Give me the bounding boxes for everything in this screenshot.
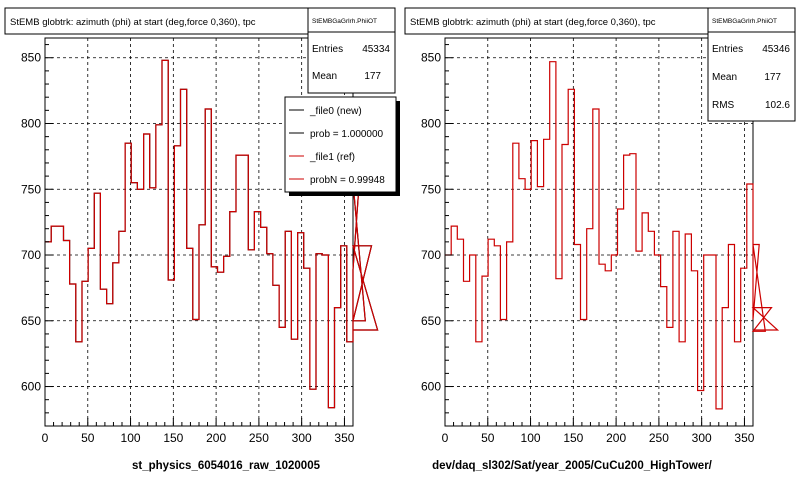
- left-stats-box: [307, 7, 396, 94]
- right-xtick-label-50: 50: [481, 431, 495, 445]
- right-title-box: [404, 7, 709, 35]
- left-stat-mean-value: 177: [364, 71, 381, 82]
- right-xtick-label-200: 200: [606, 431, 626, 445]
- legend-label-file1: _file1 (ref): [309, 152, 355, 163]
- legend-frame: [284, 96, 397, 193]
- left-ytick-label-600: 600: [21, 380, 41, 394]
- left-ytick-label-700: 700: [21, 248, 41, 262]
- right-xtick-label-100: 100: [521, 431, 541, 445]
- right-stat-entries-value: 45346: [762, 44, 790, 55]
- left-series-1-step-line: [45, 59, 379, 409]
- left-ytick-label-850: 850: [21, 51, 41, 65]
- left-xtick-label-300: 300: [292, 431, 312, 445]
- right-gridlines: [444, 38, 753, 426]
- legend-label-probn: probN = 0.99948: [310, 175, 385, 186]
- left-series-group: [45, 59, 379, 409]
- left-xtick-label-150: 150: [163, 431, 183, 445]
- left-ytick-label-650: 650: [21, 314, 41, 328]
- legend-label-prob: prob = 1.000000: [310, 129, 384, 140]
- left-xtick-label-250: 250: [249, 431, 269, 445]
- left-xtick-label-200: 200: [206, 431, 226, 445]
- left-panel: 0 50 100 150 200 250 300 350600650700750800850 …: [4, 7, 400, 472]
- right-x-axis-label: dev/daq_sl302/Sat/year_2005/CuCu200_High…: [432, 460, 713, 472]
- right-ytick-label-650: 650: [421, 314, 441, 328]
- left-stat-mean-label: Mean: [312, 71, 337, 82]
- legend-box: _file0 (new) prob = 1.000000 _file1 (ref…: [284, 96, 400, 196]
- right-xtick-label-0: 0: [442, 431, 449, 445]
- right-ytick-label-850: 850: [421, 51, 441, 65]
- right-series-0-step-line: [445, 61, 780, 410]
- left-stat-entries-label: Entries: [312, 44, 343, 55]
- right-ytick-label-600: 600: [421, 380, 441, 394]
- right-xtick-label-350: 350: [734, 431, 754, 445]
- right-stat-mean-value: 177: [764, 72, 781, 83]
- right-axis-ticks: 0 50 100 150 200 250 300 350 600 650 700 750 800 850: [421, 44, 755, 445]
- left-stat-entries-value: 45334: [362, 44, 390, 55]
- right-stat-rms-value: 102.6: [765, 100, 790, 111]
- right-stats-box: [707, 7, 796, 122]
- right-ytick-label-700: 700: [421, 248, 441, 262]
- right-ytick-label-750: 750: [421, 182, 441, 196]
- left-xtick-label-0: 0: [42, 431, 49, 445]
- left-xtick-label-350: 350: [334, 431, 354, 445]
- left-title-box: [4, 7, 309, 35]
- right-xtick-label-250: 250: [649, 431, 669, 445]
- right-chart-title: StEMB globtrk: azimuth (phi) at start (d…: [410, 17, 656, 28]
- left-stats-title: StEMBGaGrlrh.PhiiOT: [312, 18, 377, 25]
- legend-label-file0: _file0 (new): [309, 106, 362, 117]
- left-xtick-label-100: 100: [121, 431, 141, 445]
- left-ytick-label-800: 800: [21, 116, 41, 130]
- left-xtick-label-50: 50: [81, 431, 95, 445]
- right-stat-rms-label: RMS: [712, 100, 735, 111]
- right-xtick-label-300: 300: [692, 431, 712, 445]
- right-stat-entries-label: Entries: [712, 44, 743, 55]
- left-chart-title: StEMB globtrk: azimuth (phi) at start (d…: [10, 17, 256, 28]
- left-x-axis-label: st_physics_6054016_raw_1020005: [132, 460, 321, 472]
- left-axis-ticks: 0 50 100 150 200 250 300 350 600 650 700 750 800 850: [21, 44, 355, 445]
- right-series-group: [445, 61, 780, 410]
- left-gridlines: [44, 38, 353, 426]
- right-xtick-label-150: 150: [563, 431, 583, 445]
- right-stat-mean-label: Mean: [712, 72, 737, 83]
- right-ytick-label-800: 800: [421, 116, 441, 130]
- left-ytick-label-750: 750: [21, 182, 41, 196]
- right-stats-title: StEMBGaGrlrh.PhiiOT: [712, 18, 777, 25]
- right-panel: 0 50 100 150 200 250 300 350600650700750800850 …: [404, 7, 796, 472]
